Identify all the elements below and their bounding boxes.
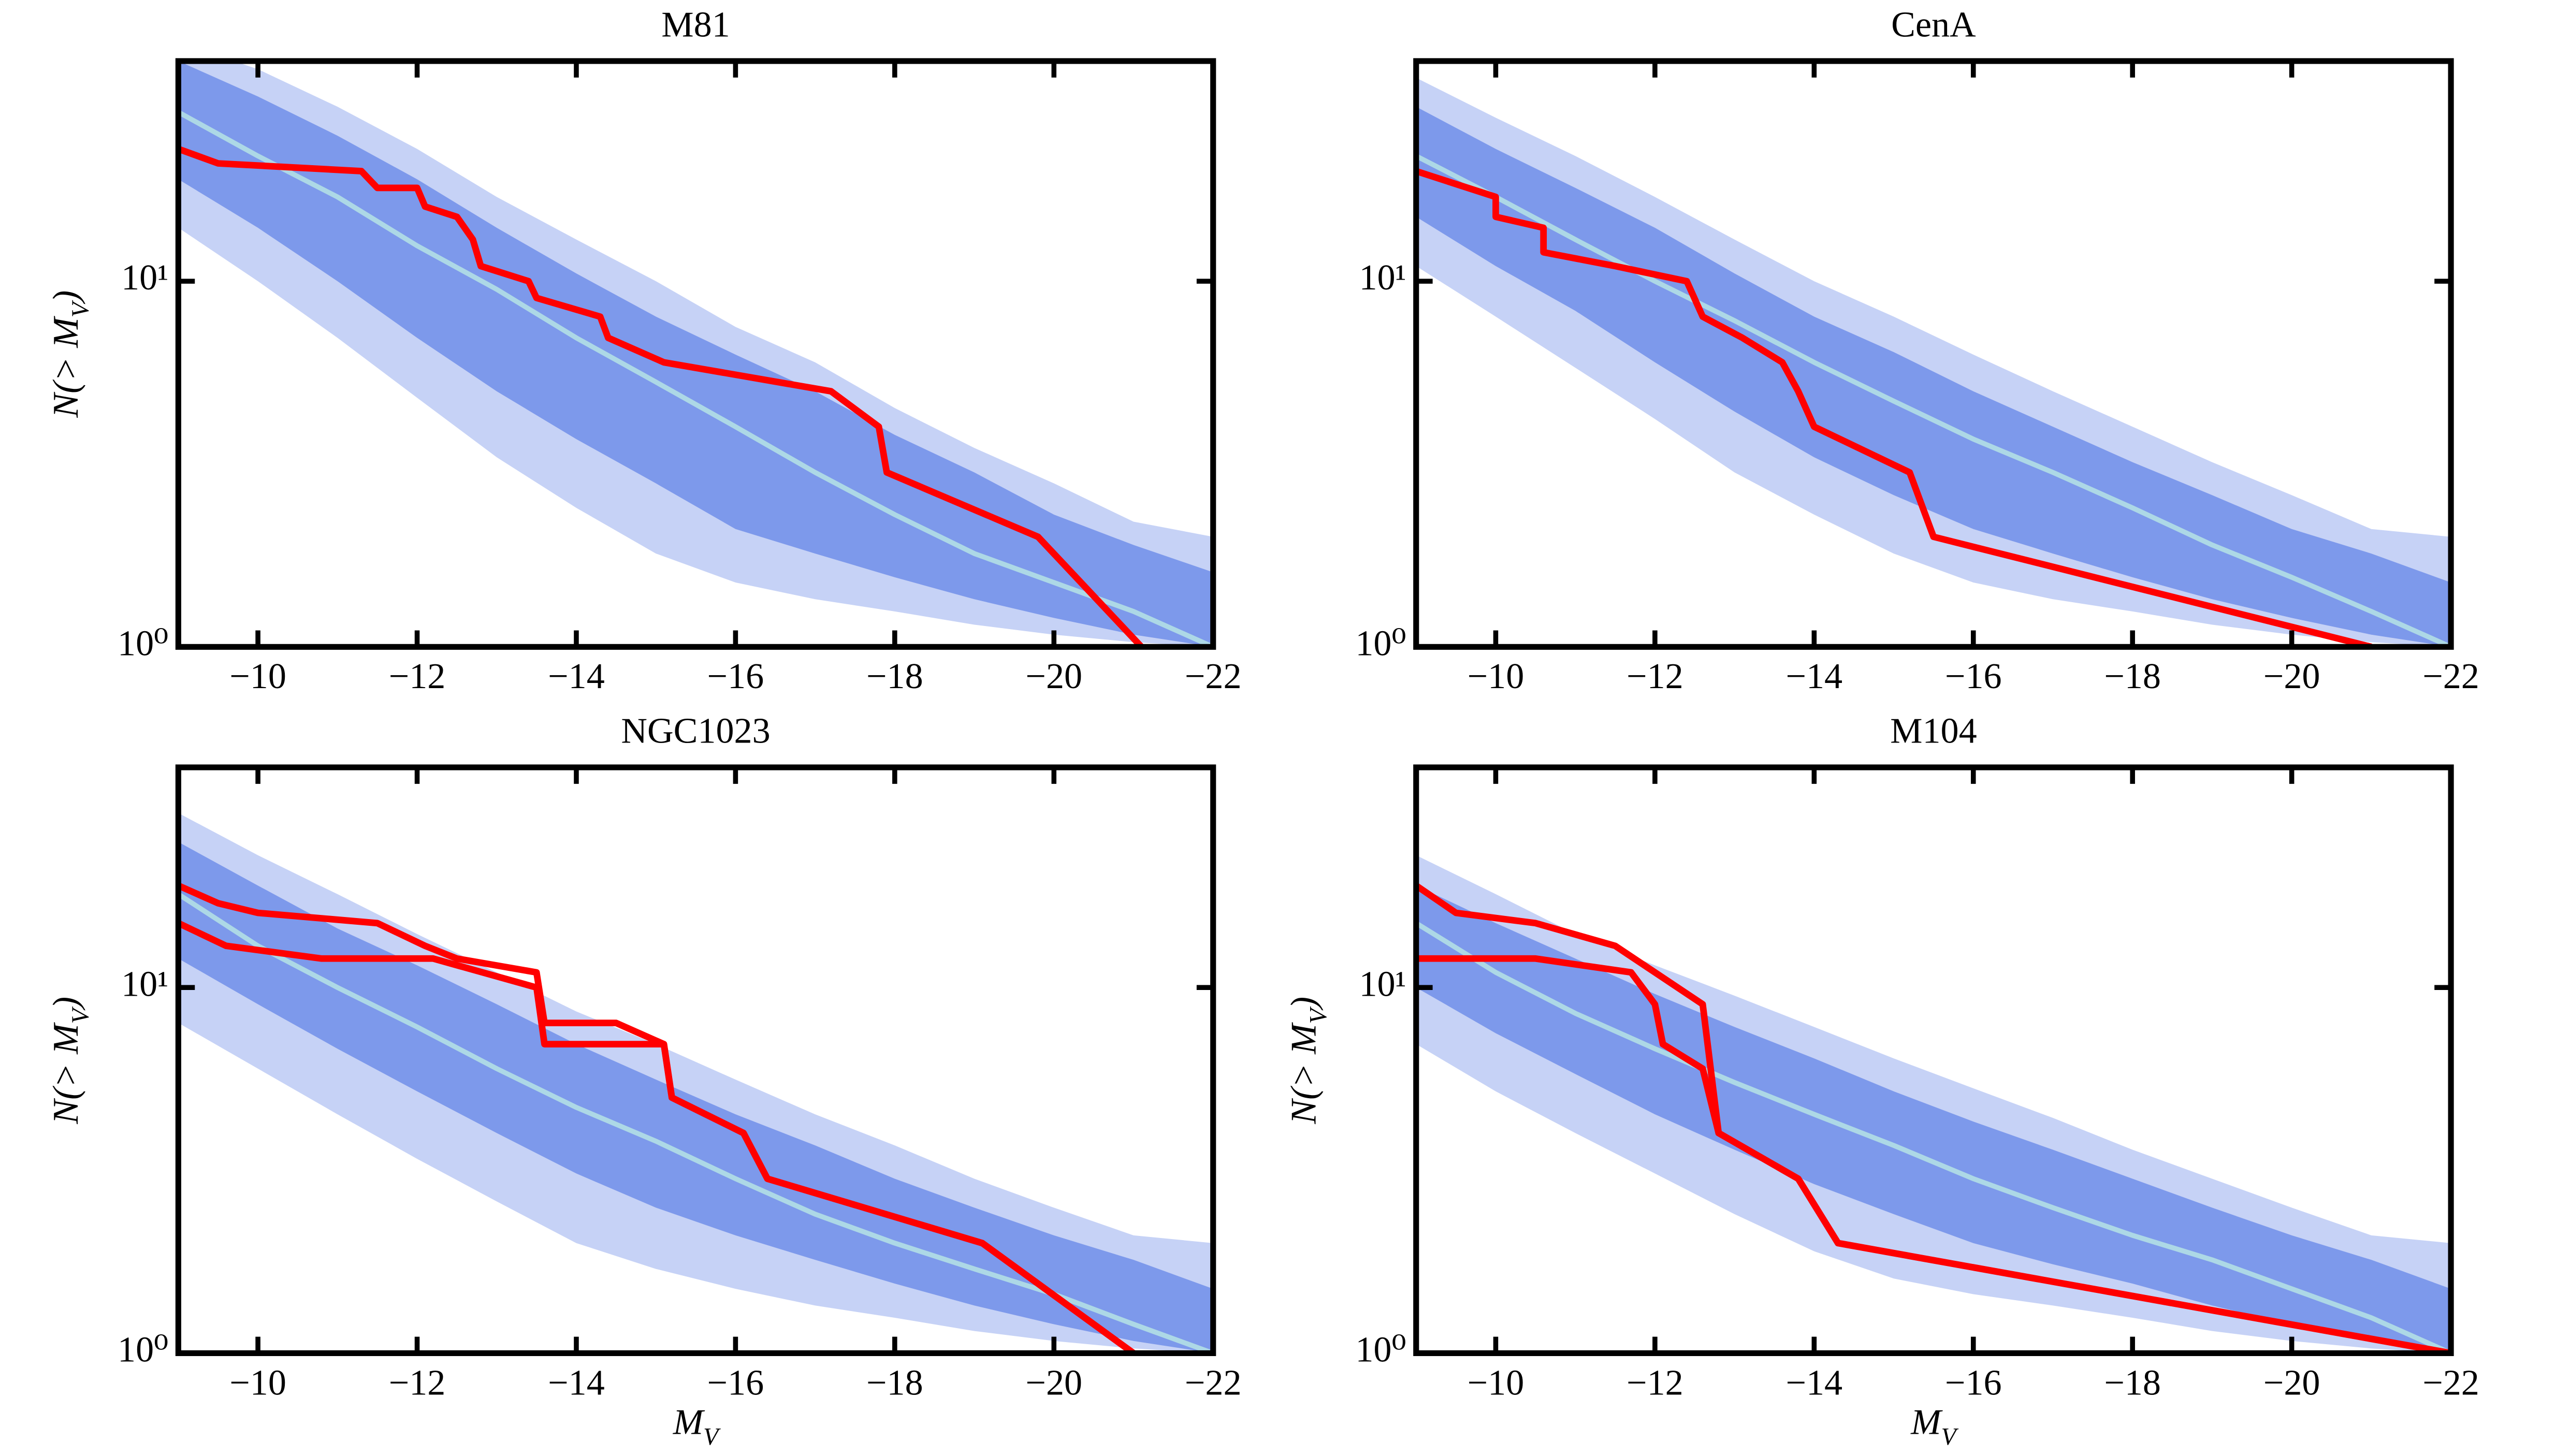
x-tick-label: −12 (1627, 657, 1683, 696)
y-axis-label: N(> MV) (46, 290, 94, 418)
x-tick-label: −14 (548, 1363, 605, 1403)
axes-frame (175, 764, 1216, 1357)
observed-line (178, 920, 1136, 1353)
x-tick-label: −22 (2422, 1363, 2479, 1403)
x-tick-label: −20 (2263, 1363, 2320, 1403)
x-tick-label: −14 (1785, 1363, 1842, 1403)
plot-area (1416, 855, 2451, 1353)
x-tick-label: −16 (707, 657, 764, 696)
y-tick-label: 10¹ (121, 964, 168, 1004)
y-tick-label: 10⁰ (1355, 623, 1406, 663)
y-tick-label: 10⁰ (1355, 1330, 1406, 1370)
panel-title: M81 (661, 5, 730, 45)
x-tick-label: −20 (1025, 657, 1082, 696)
confidence-band (1416, 107, 2451, 647)
x-tick-label: −16 (707, 1363, 764, 1403)
y-axis-label: N(> MV) (1284, 997, 1332, 1125)
x-tick-label: −20 (2263, 657, 2320, 696)
x-tick-label: −22 (1185, 1363, 1242, 1403)
plot-area (1416, 78, 2451, 647)
x-tick-label: −12 (1627, 1363, 1683, 1403)
y-tick-label: 10⁰ (118, 623, 168, 663)
observed-line (178, 145, 1144, 647)
confidence-band (1416, 885, 2451, 1353)
x-tick-label: −10 (1468, 1363, 1525, 1403)
y-tick-label: 10¹ (121, 258, 168, 298)
panel-title: M104 (1890, 711, 1977, 751)
observed-line (1416, 168, 2372, 647)
median-line (178, 110, 1213, 647)
x-tick-label: −14 (548, 657, 605, 696)
x-tick-label: −10 (1468, 657, 1525, 696)
observed-line (1416, 955, 2451, 1353)
x-tick-label: −18 (2104, 657, 2161, 696)
y-tick-label: 10⁰ (118, 1330, 168, 1370)
x-tick-label: −16 (1945, 1363, 2002, 1403)
axes-frame (1413, 764, 2454, 1357)
plot-area (178, 61, 1213, 647)
x-axis-label: MV (673, 1403, 721, 1451)
confidence-band (178, 842, 1213, 1353)
axes-frame (175, 58, 1216, 650)
x-axis-label: MV (1910, 1403, 1958, 1451)
x-tick-label: −22 (1185, 657, 1242, 696)
x-tick-label: −18 (866, 657, 923, 696)
y-tick-label: 10¹ (1359, 258, 1406, 298)
panel-title: NGC1023 (621, 711, 770, 751)
median-line (1416, 921, 2451, 1353)
y-tick-label: 10¹ (1359, 964, 1406, 1004)
x-tick-label: −12 (389, 1363, 446, 1403)
x-tick-label: −14 (1785, 657, 1842, 696)
x-tick-label: −12 (389, 657, 446, 696)
x-tick-label: −18 (866, 1363, 923, 1403)
x-tick-label: −22 (2422, 657, 2479, 696)
panel-title: CenA (1891, 5, 1976, 45)
x-tick-label: −16 (1945, 657, 2002, 696)
x-tick-label: −18 (2104, 1363, 2161, 1403)
median-line (1416, 154, 2451, 647)
x-tick-label: −10 (229, 657, 286, 696)
axes-frame (1413, 58, 2454, 650)
y-axis-label: N(> MV) (46, 997, 94, 1125)
x-tick-label: −20 (1025, 1363, 1082, 1403)
x-tick-label: −10 (229, 1363, 286, 1403)
plot-area (178, 813, 1213, 1353)
median-line (178, 892, 1213, 1353)
